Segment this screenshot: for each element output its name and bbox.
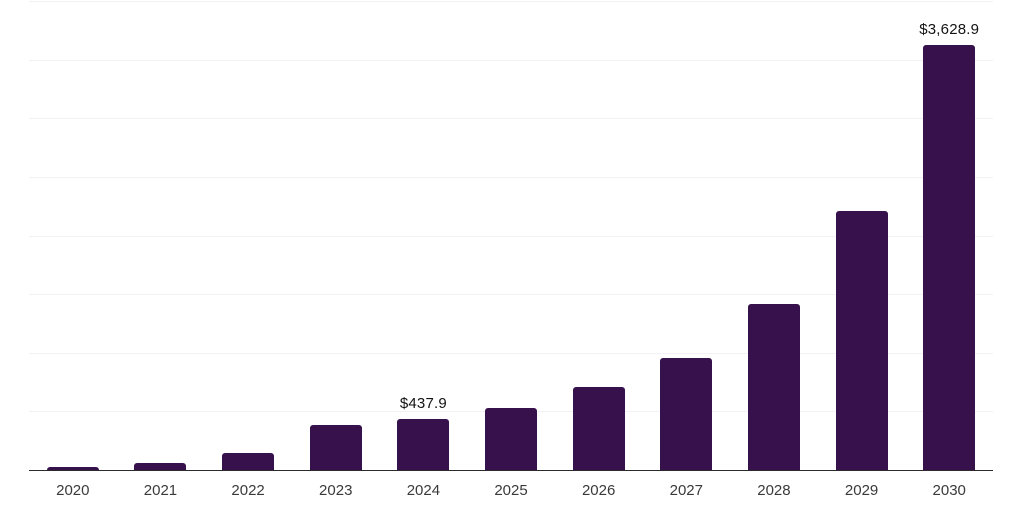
- bar-slot-2024: $437.9: [380, 1, 468, 470]
- bar-slot-2020: [29, 1, 117, 470]
- bar-slot-2027: [642, 1, 730, 470]
- x-tick-label-2023: 2023: [319, 482, 353, 499]
- bar-2023: [309, 425, 362, 470]
- x-tick-label-2029: 2029: [844, 482, 879, 499]
- x-tick-label-2025: 2025: [494, 482, 528, 499]
- bar-2021: [134, 463, 187, 470]
- gridline-1000: [29, 352, 993, 354]
- bar-2030: [923, 44, 976, 470]
- bar-slot-2026: [555, 1, 643, 470]
- bar-slot-2030: $3,628.9: [905, 1, 993, 470]
- bar-2029: [835, 211, 888, 470]
- bar-value-label-2030: $3,628.9: [919, 20, 980, 38]
- gridline-2000: [29, 235, 993, 237]
- x-tick-label-2022: 2022: [231, 482, 265, 499]
- bar-2020: [46, 467, 99, 470]
- bar-2024: [397, 418, 450, 470]
- x-axis-line: [29, 469, 993, 471]
- bar-slot-2021: [117, 1, 205, 470]
- bar-2027: [660, 357, 713, 470]
- bar-slot-2029: [818, 1, 906, 470]
- x-tick-label-2030: 2030: [932, 482, 966, 499]
- bar-slot-2028: [730, 1, 818, 470]
- bar-2025: [485, 408, 538, 470]
- gridline-2500: [29, 176, 993, 178]
- gridline-3500: [29, 59, 993, 61]
- x-tick-label-2021: 2021: [143, 482, 178, 499]
- bar-2022: [222, 452, 275, 470]
- x-tick-label-2024: 2024: [406, 482, 441, 499]
- bar-slot-2022: [204, 1, 292, 470]
- plot-area: $437.9 $3,628.9: [29, 1, 993, 471]
- x-tick-label-2027: 2027: [669, 482, 703, 499]
- x-axis-tick-labels: 2020 2021 2022 2023 2024 2025 2026 2027 2028 2029…: [29, 482, 993, 500]
- bar-slot-2023: [292, 1, 380, 470]
- bars-container: $437.9 $3,628.9: [29, 1, 993, 470]
- bar-value-label-2024: $437.9: [399, 394, 447, 412]
- x-tick-label-2028: 2028: [757, 482, 791, 499]
- bar-2028: [747, 303, 800, 470]
- bar-2026: [572, 387, 625, 470]
- x-tick-label-2020: 2020: [56, 482, 90, 499]
- x-tick-label-2026: 2026: [581, 482, 616, 499]
- gridline-4000: [29, 1, 993, 2]
- bar-slot-2025: [467, 1, 555, 470]
- gridline-1500: [29, 294, 993, 296]
- gridline-3000: [29, 118, 993, 120]
